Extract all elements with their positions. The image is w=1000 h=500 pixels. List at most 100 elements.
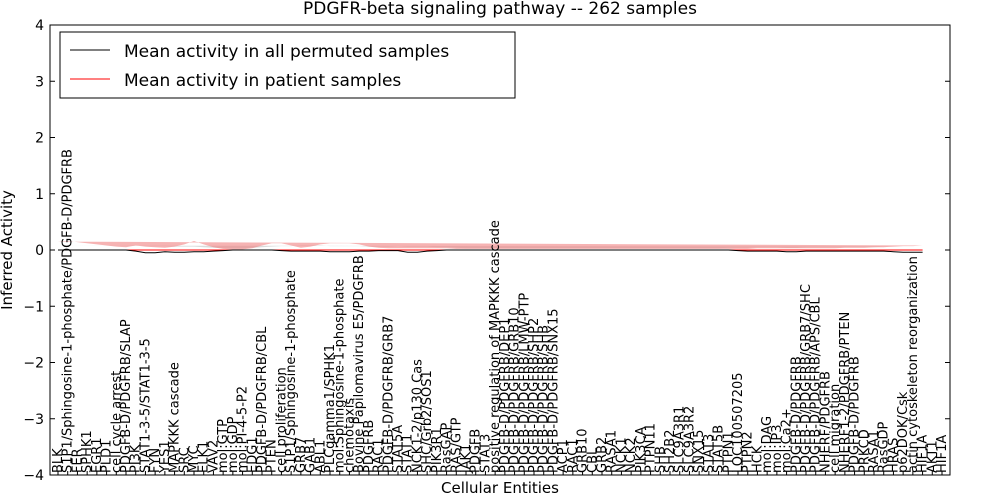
x-tick-label: PDGFB-D/PDGFRB/DEP1 bbox=[498, 318, 513, 473]
x-tick-label: STAT5B bbox=[712, 425, 727, 473]
x-tick-label: PRKCD bbox=[857, 429, 872, 473]
x-tick-label: mol:PI-4-5-P2 bbox=[236, 386, 251, 473]
x-tick-label: LOC100507205 bbox=[731, 372, 746, 473]
x-tick-label: mol:GDP bbox=[226, 416, 241, 473]
x-tick-label: PDGFRB bbox=[362, 420, 377, 473]
x-axis-label: Cellular Entities bbox=[441, 479, 559, 497]
x-tick-label: SHB bbox=[653, 446, 668, 473]
x-tick-label: PDGFB-D/PDGFRB bbox=[789, 356, 804, 473]
x-tick-label: SHC/Grb2/SOS1 bbox=[420, 370, 435, 473]
x-tick-label: MYC bbox=[187, 445, 202, 473]
x-tick-label: PLD1 bbox=[100, 440, 115, 473]
x-tick-label: STAT1 bbox=[401, 434, 416, 473]
x-tick-label: HIF1A bbox=[916, 435, 931, 473]
x-tick-label: STAT3 bbox=[478, 434, 493, 473]
x-tick-label: MAPKKK cascade bbox=[168, 362, 183, 473]
x-tick-label: PDGFB-D/PDGFRB/SNX15 bbox=[546, 308, 561, 473]
x-tick-label: RasGAP bbox=[440, 423, 455, 473]
x-tick-label: NCK1 bbox=[614, 437, 629, 473]
y-tick-label: 2 bbox=[35, 131, 44, 147]
y-tick-label: −2 bbox=[23, 356, 44, 372]
permuted-line bbox=[58, 249, 923, 254]
x-tick-label: NHERF1-2/PDGFRB/PTEN bbox=[838, 312, 853, 473]
x-tick-label: GRB10 bbox=[576, 428, 591, 473]
x-tick-label: NHERF/PDGFRB bbox=[818, 371, 833, 473]
x-tick-label: cell proliferation bbox=[274, 367, 289, 473]
x-tick-label: S1P1/Sphingosine-1-phosphate bbox=[284, 270, 299, 473]
y-axis-ticks: −4 −3 −2 −1 0 1 2 3 4 bbox=[23, 18, 950, 484]
x-tick-label: mol:IP3 bbox=[770, 424, 785, 473]
y-tick-label: −4 bbox=[23, 468, 44, 484]
x-tick-label: PDGFB-D/PDGFRB/SHP2 bbox=[527, 318, 542, 473]
x-tick-label: PDGFB-D/PDGFRB/GRB7 bbox=[381, 316, 396, 473]
x-tick-label: mol:Sphingosine-1-phosphate bbox=[333, 279, 348, 473]
chart-title: PDGFR-beta signaling pathway -- 262 samp… bbox=[303, 0, 697, 19]
x-tick-label: NCK2 bbox=[624, 437, 639, 473]
x-tick-label: PDGFB bbox=[469, 429, 484, 473]
x-tick-label: ABL1 bbox=[313, 440, 328, 473]
x-tick-label: PDGFB-D/PDGFRB/SHB bbox=[537, 325, 552, 473]
y-tick-label: 3 bbox=[35, 74, 44, 90]
x-tick-label: HIF1A bbox=[935, 435, 950, 473]
y-tick-label: 4 bbox=[35, 18, 44, 34]
legend: Mean activity in all permuted samples Me… bbox=[59, 31, 516, 99]
x-tick-label: SH2B2 bbox=[663, 430, 678, 474]
x-tick-label: STAT3 bbox=[702, 434, 717, 473]
x-tick-label: p62DOK/Csk bbox=[896, 391, 911, 473]
x-tick-label: SRC bbox=[177, 447, 192, 473]
x-tick-label: GRB7 bbox=[294, 437, 309, 473]
x-tick-label: EGR1 bbox=[90, 437, 105, 473]
x-tick-label: FER bbox=[70, 448, 85, 473]
x-tick-label: cell cycle arrest bbox=[109, 371, 124, 473]
x-tick-label: RASA1 bbox=[605, 430, 620, 473]
x-tick-label: STAT5A bbox=[391, 425, 406, 473]
x-tick-label: PTPN2 bbox=[741, 431, 756, 473]
x-tick-label: PIK3R1 bbox=[430, 427, 445, 473]
x-tick-label: HCK bbox=[750, 445, 765, 473]
legend-label-permuted: Mean activity in all permuted samples bbox=[124, 42, 449, 62]
x-tick-label: STAT1-3-5/STAT1-3-5 bbox=[138, 338, 153, 473]
series-lines bbox=[58, 249, 923, 254]
x-tick-label: RAC1 bbox=[372, 438, 387, 473]
x-tick-label: PDGFB-D/PDGFRB/LMW-PTP bbox=[517, 293, 532, 473]
x-tick-label: VAV2 bbox=[206, 440, 221, 473]
x-tick-label: PDGFB-D/PDGFRB/CBL bbox=[255, 326, 270, 473]
x-tick-label: AKT1 bbox=[925, 440, 940, 473]
legend-label-patient: Mean activity in patient samples bbox=[124, 71, 401, 91]
x-tick-label: GRB2 bbox=[595, 437, 610, 473]
x-tick-label: SNX15 bbox=[692, 430, 707, 473]
x-tick-label: S1P1/Sphingosine-1-phosphate/PDGFB-D/PDG… bbox=[61, 149, 76, 473]
activity-bands bbox=[58, 241, 923, 250]
x-axis-category-labels: BLKS1P1/Sphingosine-1-phosphate/PDGFB-D/… bbox=[51, 149, 950, 475]
y-tick-label: −3 bbox=[23, 412, 44, 428]
x-tick-label: ACP1 bbox=[556, 439, 571, 473]
x-tick-label: PIK3CA bbox=[634, 426, 649, 473]
x-tick-label: SLC9A3R1 bbox=[673, 406, 688, 473]
x-tick-label: PDGFB-D/PDGFRB/APS/CBL bbox=[809, 297, 824, 473]
x-tick-label: RAS/GTP bbox=[449, 417, 464, 473]
x-tick-label: chemotaxis bbox=[342, 398, 357, 473]
x-tick-label: PLCgamma1/SPHK1 bbox=[323, 344, 338, 473]
x-tick-label: EDG1 bbox=[245, 436, 260, 473]
x-tick-label: actin cytoskeleton reorganization bbox=[906, 256, 921, 473]
x-tick-label: mol:DAG bbox=[760, 416, 775, 473]
x-tick-label: PI3K bbox=[129, 444, 144, 473]
x-tick-label: JAK1 bbox=[459, 444, 474, 474]
x-tick-label: PDGFB-D/PDGFRB/SLAP bbox=[119, 319, 134, 473]
x-tick-label: SLC9A3R2 bbox=[682, 406, 697, 473]
y-tick-label: 1 bbox=[35, 187, 44, 203]
x-tick-label: RASA1 bbox=[867, 430, 882, 473]
x-tick-label: PTPN11 bbox=[644, 423, 659, 473]
x-tick-label: NCK1-2/p130 Cas bbox=[410, 359, 425, 473]
x-tick-label: PDGFB-D/PDGFRB/GRB10 bbox=[508, 307, 523, 473]
x-tick-label: HRAS bbox=[886, 438, 901, 473]
x-tick-label: YES1 bbox=[158, 440, 173, 474]
x-tick-label: GAB1 bbox=[304, 437, 319, 473]
x-tick-label: PTEN bbox=[265, 439, 280, 473]
x-tick-label: SPHK1 bbox=[80, 430, 95, 473]
legend-box bbox=[59, 31, 516, 99]
y-axis-label: Inferred Activity bbox=[0, 190, 16, 310]
x-tick-label: RAC1 bbox=[566, 438, 581, 473]
x-tick-label: mol:GTP bbox=[216, 419, 231, 473]
